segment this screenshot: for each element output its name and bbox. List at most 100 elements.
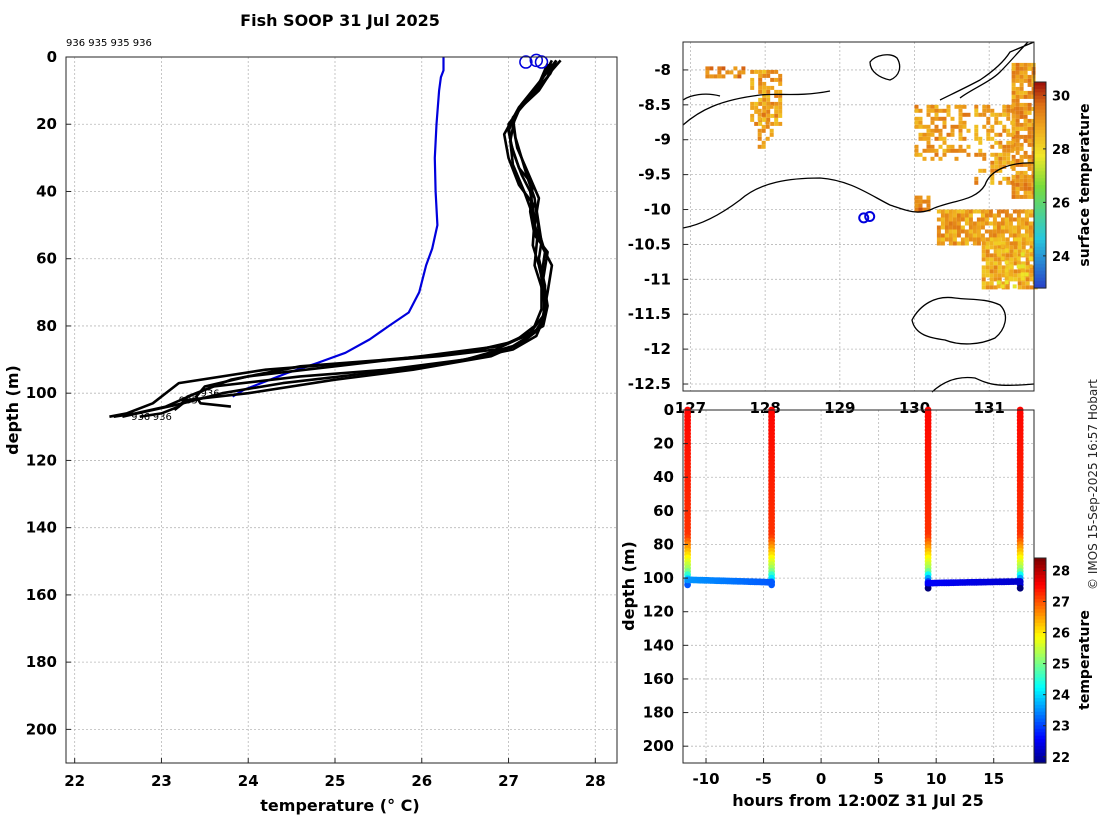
profile-ytick-label: 60	[36, 250, 57, 268]
map-heat-cell	[926, 140, 931, 145]
map-heat-cell	[1027, 178, 1032, 183]
map-heat-cell	[952, 225, 957, 230]
map-heat-cell	[914, 203, 919, 208]
map-heat-cell	[996, 221, 1001, 226]
section-colorbar-step	[1034, 571, 1046, 576]
map-heat-cell	[1004, 221, 1009, 226]
section-colorbar-tick-label: 25	[1052, 658, 1070, 673]
map-colorbar-step	[1034, 174, 1046, 179]
map-heat-cell	[737, 74, 742, 79]
map-heat-cell	[1005, 285, 1010, 290]
map-heat-cell	[962, 124, 967, 129]
map-colorbar-step	[1034, 119, 1046, 124]
map-heat-cell	[990, 160, 995, 165]
map-heat-cell	[1004, 248, 1009, 253]
map-heat-cell	[1027, 66, 1032, 71]
map-heat-cell	[950, 132, 955, 137]
section-ytick-label: 80	[653, 535, 674, 553]
map-ship-positions	[858, 211, 876, 224]
profile-line-p5	[173, 63, 549, 412]
map-heat-cell	[934, 116, 939, 121]
profile-end-label: 936	[131, 412, 150, 423]
map-heat-cell	[1013, 237, 1018, 242]
map-heat-cell	[1027, 62, 1032, 67]
map-heat-cell	[1011, 86, 1016, 91]
map-heat-cell	[934, 136, 939, 141]
section-colorbar-step	[1034, 575, 1046, 580]
section-colorbar-step	[1034, 708, 1046, 713]
map-heat-cell	[936, 233, 941, 238]
map-heat-cell	[952, 213, 957, 218]
map-heat-cell	[989, 253, 994, 258]
map-heat-cell	[717, 70, 722, 75]
map-heat-cell	[942, 140, 947, 145]
map-heat-cell	[1001, 241, 1006, 246]
map-heat-cell	[989, 261, 994, 266]
map-colorbar-step	[1034, 233, 1046, 238]
profile-ytick-label: 200	[26, 720, 57, 738]
map-heat-cell	[1011, 134, 1016, 139]
map-heat-cell	[1027, 142, 1032, 147]
profile-ytick-label: 40	[36, 182, 57, 200]
section-colorbar-step	[1034, 704, 1046, 709]
map-heat-cell	[1023, 138, 1028, 143]
profile-xtick-label: 27	[498, 772, 519, 790]
map-heat-cell	[1002, 124, 1007, 129]
map-heat-cell	[1019, 186, 1024, 191]
section-colorbar-step	[1034, 585, 1046, 590]
map-heat-cell	[1015, 90, 1020, 95]
map-heat-cell	[966, 152, 971, 157]
section-colorbar-step	[1034, 629, 1046, 634]
map-heat-cell	[1015, 134, 1020, 139]
map-heat-cell	[944, 209, 949, 214]
map-colorbar-step	[1034, 195, 1046, 200]
map-heat-cell	[926, 144, 931, 149]
map-heat-cell	[985, 281, 990, 286]
map-xtick-label: 128	[749, 399, 780, 417]
map-heat-cell	[1012, 217, 1017, 222]
map-heat-cell	[761, 144, 766, 149]
map-heat-cell	[758, 77, 763, 82]
map-heat-cell	[944, 217, 949, 222]
map-heat-cell	[1006, 148, 1011, 153]
map-heat-cell	[996, 233, 1001, 238]
map-heat-cell	[1025, 261, 1030, 266]
map-heat-cell	[940, 237, 945, 242]
map-colorbar-step	[1034, 188, 1046, 193]
map-heat-cell	[1027, 130, 1032, 135]
map-colorbar-step	[1034, 147, 1046, 152]
map-heat-cell	[1016, 256, 1021, 261]
section-colorbar-step	[1034, 633, 1046, 638]
map-heat-cell	[980, 221, 985, 226]
map-heat-cell	[1020, 272, 1025, 277]
map-heat-cell	[1016, 225, 1021, 230]
section-bottom-point	[768, 578, 775, 586]
map-heat-cell	[980, 209, 985, 214]
map-heat-cell	[994, 156, 999, 161]
map-heat-cell	[958, 144, 963, 149]
map-heat-cell	[1017, 273, 1022, 278]
map-heat-cell	[1025, 277, 1030, 282]
map-heat-cell	[750, 85, 755, 90]
map-heat-cell	[754, 101, 759, 106]
map-heat-cell	[762, 69, 767, 74]
map-heat-cell	[930, 108, 935, 113]
map-heat-cell	[954, 104, 959, 109]
map-heat-cell	[1021, 241, 1026, 246]
map-heat-cell	[946, 112, 951, 117]
map-heat-cell	[982, 112, 987, 117]
section-colorbar-step	[1034, 616, 1046, 621]
map-heat-cell	[1015, 182, 1020, 187]
map-heat-cell	[1002, 148, 1007, 153]
map-heat-cell	[960, 229, 965, 234]
map-heat-cell	[954, 156, 959, 161]
map-colorbar-step	[1034, 191, 1046, 196]
map-heat-cell	[1017, 285, 1022, 290]
map-heat-cell	[948, 233, 953, 238]
map-heat-cell	[758, 101, 763, 106]
map-heat-cell	[914, 144, 919, 149]
map-heat-cell	[757, 116, 762, 121]
section-colorbar-step	[1034, 595, 1046, 600]
map-heat-cell	[1005, 241, 1010, 246]
